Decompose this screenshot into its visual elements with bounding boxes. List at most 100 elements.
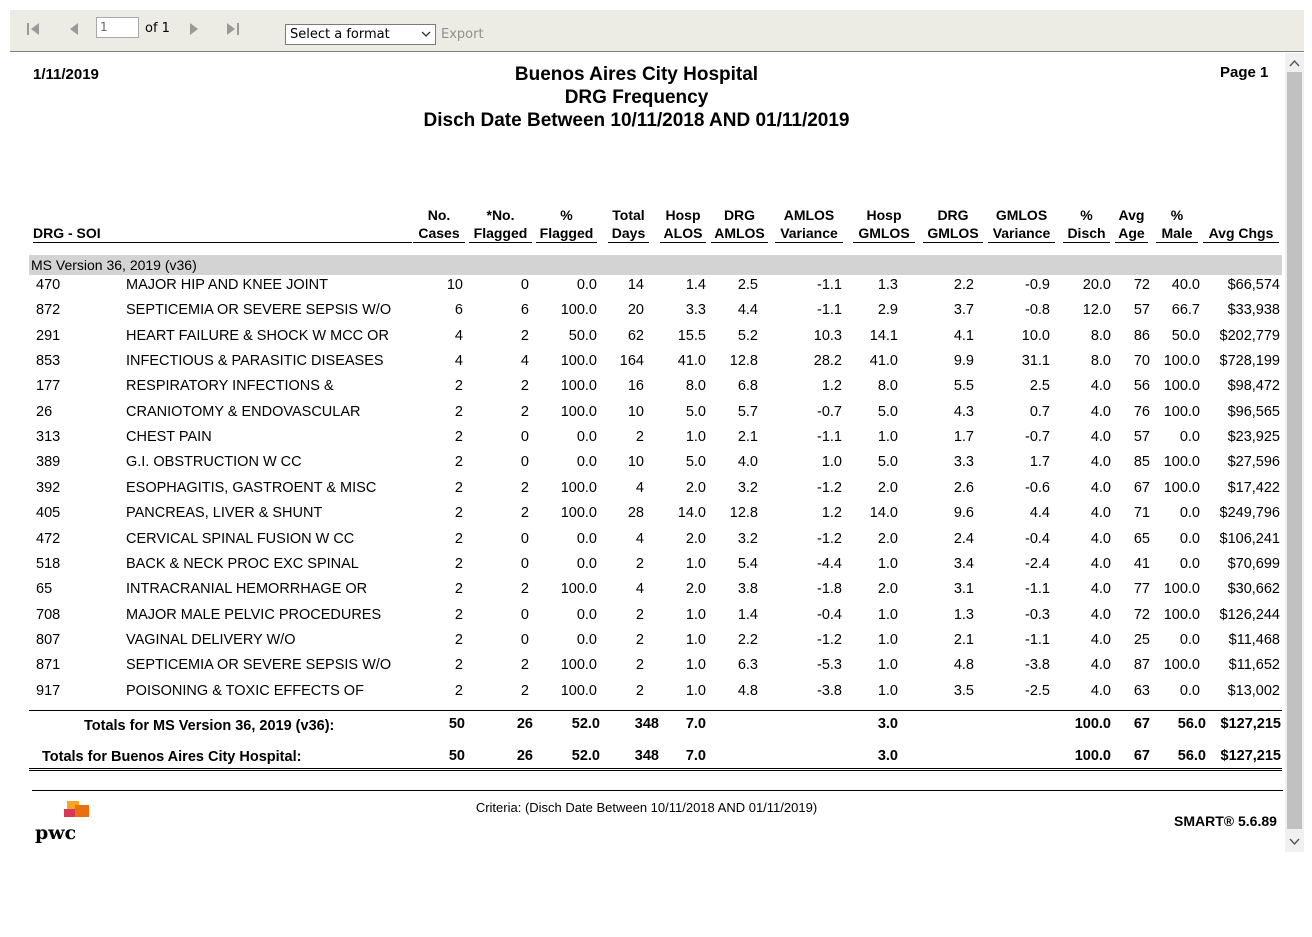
last-page-icon (227, 23, 239, 35)
first-page-button[interactable] (24, 19, 44, 39)
column-header-line2: Avg Chgs (1203, 224, 1279, 243)
cell-drg-gmlos: 9.9 (953, 353, 974, 370)
cell-hosp-alos: 1.0 (685, 682, 706, 699)
page-indicator: Page 1 (1220, 64, 1269, 81)
cell-drg-amlos: 4.0 (737, 454, 758, 471)
cell-total-days: 62 (627, 327, 644, 344)
cell-drg-gmlos: 3.4 (953, 555, 974, 572)
column-header-line2: Days (608, 224, 649, 243)
cell-amlos-variance: -1.2 (817, 631, 842, 648)
previous-page-button[interactable] (64, 19, 84, 39)
cell-avg-age: 70 (1133, 353, 1150, 370)
drg-description: RESPIRATORY INFECTIONS & (126, 378, 334, 395)
table-row: 26 CRANIOTOMY & ENDOVASCULAR 2 2 100.0 10 5.0 5… (0, 404, 1290, 424)
next-page-button[interactable] (184, 19, 204, 39)
totals-male: 56.0 (1177, 748, 1206, 764)
cell-avg-age: 76 (1133, 403, 1150, 420)
scroll-up-icon[interactable] (1289, 58, 1300, 69)
table-row: 65 INTRACRANIAL HEMORRHAGE OR 2 2 100.0 4 2.0 3… (0, 581, 1290, 601)
cell-drg-amlos: 6.3 (737, 657, 758, 674)
cell-no-flagged: 2 (520, 581, 529, 598)
cell-avg-chgs: $202,779 (1219, 327, 1280, 344)
drg-description: PANCREAS, LIVER & SHUNT (126, 505, 323, 522)
cell-hosp-gmlos: 1.0 (877, 606, 898, 623)
table-row: 917 POISONING & TOXIC EFFECTS OF 2 2 100.0 2 1… (0, 683, 1290, 703)
drg-code: 470 (36, 277, 61, 293)
cell-gmlos-variance: -0.3 (1025, 606, 1050, 623)
column-header-line1: DRG (937, 207, 969, 223)
footer-divider (32, 790, 1283, 791)
cell-drg-gmlos: 4.1 (953, 327, 974, 344)
pwc-logo-text: pwc (35, 822, 76, 843)
cell-avg-chgs: $27,596 (1227, 454, 1280, 471)
column-header-hosp-gmlos: Hosp GMLOS (853, 206, 915, 243)
column-header-line2: Variance (988, 224, 1055, 243)
totals-gmlos: 3.0 (877, 716, 898, 732)
cell-hosp-gmlos: 2.9 (877, 302, 898, 319)
cell-amlos-variance: -1.1 (817, 277, 842, 293)
totals-age: 67 (1133, 716, 1150, 732)
column-header-drg-soi: DRG - SOI (33, 206, 412, 243)
cell-gmlos-variance: 10.0 (1021, 327, 1050, 344)
column-header-line2: DRG - SOI (33, 224, 412, 243)
scrollbar-thumb[interactable] (1287, 72, 1302, 829)
cell-pct-disch: 20.0 (1082, 277, 1111, 293)
cell-gmlos-variance: -0.4 (1025, 530, 1050, 547)
cell-no-flagged: 2 (520, 657, 529, 674)
cell-gmlos-variance: -1.1 (1025, 581, 1050, 598)
column-header-line1: Total (612, 207, 645, 223)
cell-hosp-alos: 2.0 (685, 479, 706, 496)
drg-description: G.I. OBSTRUCTION W CC (126, 454, 302, 471)
cell-amlos-variance: -0.7 (817, 403, 842, 420)
table-row: 389 G.I. OBSTRUCTION W CC 2 0 0.0 10 5.0 4.0 1.0… (0, 454, 1290, 474)
cell-avg-age: 86 (1133, 327, 1150, 344)
cell-hosp-gmlos: 1.0 (877, 631, 898, 648)
table-row: 470 MAJOR HIP AND KNEE JOINT 10 0 0.0 14 1.4 2.… (0, 277, 1290, 297)
cell-hosp-alos: 2.0 (685, 581, 706, 598)
cell-no-flagged: 4 (520, 353, 529, 370)
export-format-value: Select a format (290, 27, 390, 42)
column-header-line2: Flagged (536, 224, 597, 243)
drg-code: 872 (36, 302, 61, 319)
cell-drg-gmlos: 2.6 (953, 479, 974, 496)
cell-pct-disch: 4.0 (1090, 403, 1111, 420)
scroll-down-icon[interactable] (1289, 836, 1300, 847)
drg-code: 177 (36, 378, 61, 395)
cell-drg-gmlos: 1.3 (953, 606, 974, 623)
cell-no-flagged: 6 (520, 302, 529, 319)
column-header-pct-male: % Male (1156, 206, 1198, 243)
cell-drg-gmlos: 4.8 (953, 657, 974, 674)
table-row: 807 VAGINAL DELIVERY W/O 2 0 0.0 2 1.0 2.2 -1.2 1… (0, 632, 1290, 652)
cell-pct-disch: 4.0 (1090, 555, 1111, 572)
cell-pct-disch: 4.0 (1090, 581, 1111, 598)
cell-pct-disch: 4.0 (1090, 378, 1111, 395)
cell-no-cases: 4 (454, 327, 463, 344)
cell-pct-male: 0.0 (1179, 631, 1200, 648)
totals-pct-flagged: 52.0 (571, 716, 600, 732)
cell-amlos-variance: -4.4 (817, 555, 842, 572)
export-format-select[interactable]: Select a format (285, 24, 436, 45)
totals-flagged: 26 (516, 716, 533, 732)
cell-pct-male: 0.0 (1179, 429, 1200, 446)
cell-hosp-alos: 1.0 (685, 429, 706, 446)
drg-description: BACK & NECK PROC EXC SPINAL (126, 555, 359, 572)
cell-pct-male: 0.0 (1179, 682, 1200, 699)
last-page-button[interactable] (222, 19, 242, 39)
cell-pct-flagged: 0.0 (576, 631, 597, 648)
cell-no-cases: 2 (454, 555, 463, 572)
cell-gmlos-variance: -0.7 (1025, 429, 1050, 446)
export-link[interactable]: Export (441, 27, 484, 42)
cell-drg-gmlos: 5.5 (953, 378, 974, 395)
cell-hosp-alos: 1.0 (685, 606, 706, 623)
table-row: 177 RESPIRATORY INFECTIONS & 2 2 100.0 16 8.0 6… (0, 378, 1290, 398)
totals-alos: 7.0 (685, 716, 706, 732)
column-header-gmlos-variance: GMLOS Variance (988, 206, 1055, 243)
page-number-input[interactable]: 1 (96, 17, 139, 38)
cell-pct-male: 100.0 (1163, 454, 1200, 471)
cell-hosp-gmlos: 5.0 (877, 403, 898, 420)
cell-pct-flagged: 100.0 (560, 378, 597, 395)
cell-drg-gmlos: 1.7 (953, 429, 974, 446)
cell-no-flagged: 2 (520, 327, 529, 344)
cell-hosp-gmlos: 1.0 (877, 429, 898, 446)
cell-pct-disch: 8.0 (1090, 327, 1111, 344)
